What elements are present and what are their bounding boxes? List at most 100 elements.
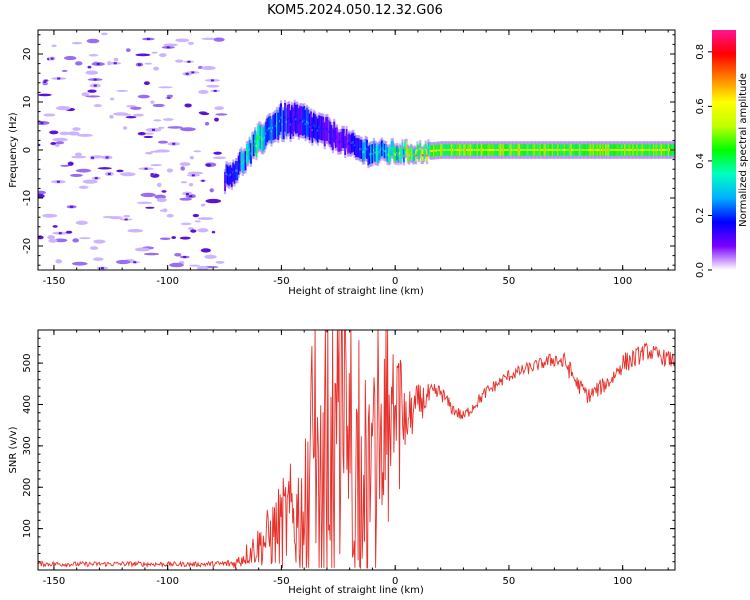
- track-core: [295, 118, 297, 121]
- track-core: [527, 149, 529, 151]
- track-core: [650, 149, 652, 151]
- noise-blob: [71, 41, 83, 45]
- track-core: [225, 172, 228, 175]
- track-core: [419, 147, 422, 150]
- colorbar-label: Normalized spectral amplitude: [738, 73, 749, 227]
- track-core: [312, 124, 315, 127]
- track-core: [229, 173, 232, 176]
- track-core: [280, 116, 282, 119]
- noise-blob: [71, 261, 88, 266]
- noise-blob: [125, 116, 137, 119]
- noise-core: [210, 79, 214, 82]
- track-core: [404, 147, 407, 150]
- track-core: [415, 154, 418, 157]
- noise-blob: [157, 140, 169, 144]
- track-core: [559, 149, 562, 151]
- noise-blob: [93, 239, 106, 244]
- noise-core: [166, 46, 170, 49]
- spectrogram-y-tick-label: 0: [22, 147, 33, 153]
- snr-y-tick-label: 400: [22, 395, 33, 414]
- noise-core: [70, 205, 74, 208]
- track-core: [615, 149, 618, 151]
- track-core: [319, 126, 322, 129]
- track-core: [600, 149, 603, 151]
- colorbar-tick-label: 0.6: [695, 98, 706, 114]
- noise-core: [44, 79, 48, 82]
- track-core: [235, 169, 237, 172]
- noise-blob: [43, 113, 56, 117]
- snr-series-line: [38, 330, 675, 570]
- spectrogram-x-tick-label: 50: [503, 276, 516, 287]
- track-core: [372, 149, 375, 152]
- spectrogram-x-tick-label: -100: [156, 276, 179, 287]
- noise-blob: [187, 227, 194, 230]
- track-core: [315, 127, 318, 130]
- track-core: [443, 149, 446, 151]
- noise-core: [145, 82, 149, 85]
- track-core: [509, 149, 512, 151]
- track-core: [417, 152, 420, 155]
- track-core: [520, 149, 523, 151]
- track-core: [300, 119, 303, 122]
- track-core: [494, 149, 497, 151]
- noise-blob: [130, 106, 142, 110]
- track-core: [570, 149, 573, 151]
- track-core: [244, 159, 247, 162]
- track-core: [311, 129, 314, 132]
- noise-blob: [205, 198, 222, 204]
- noise-blob: [180, 166, 185, 171]
- signal-track: [223, 99, 675, 195]
- track-core: [589, 149, 592, 151]
- track-core: [662, 149, 665, 151]
- track-core: [550, 149, 553, 151]
- track-core: [648, 149, 651, 151]
- track-core: [348, 142, 351, 145]
- track-core: [256, 137, 259, 140]
- track-core: [540, 149, 543, 151]
- noise-blob: [179, 236, 191, 240]
- track-core: [581, 149, 584, 151]
- noise-blob: [88, 54, 99, 57]
- noise-blob: [190, 229, 197, 233]
- track-core: [377, 153, 379, 156]
- noise-blob: [86, 38, 100, 44]
- noise-core: [58, 232, 62, 235]
- track-core: [501, 149, 504, 151]
- track-core: [368, 153, 371, 156]
- track-core: [538, 149, 540, 151]
- noise-core: [167, 96, 171, 99]
- colorbar-ticks: 0.0 0.2 0.4 0.6 0.8: [695, 44, 712, 278]
- track-core: [316, 129, 319, 132]
- track-core: [367, 154, 370, 157]
- track-core: [226, 173, 229, 176]
- track-core: [629, 149, 632, 151]
- track-core: [508, 149, 510, 151]
- noise-blob: [145, 206, 155, 209]
- noise-blob: [101, 32, 108, 36]
- track-core: [523, 149, 525, 151]
- track-core: [632, 149, 635, 151]
- noise-blob: [85, 70, 99, 75]
- noise-blob: [115, 89, 129, 92]
- track-core: [308, 125, 311, 128]
- spectrogram-x-tick-label: -50: [273, 276, 289, 287]
- track-core: [437, 149, 439, 152]
- track-core: [475, 149, 478, 151]
- track-core: [497, 149, 499, 151]
- noise-blob: [152, 103, 165, 108]
- spectrogram-x-tick-label: 0: [392, 276, 398, 287]
- track-core: [603, 149, 606, 151]
- noise-blob: [162, 118, 174, 121]
- track-core: [371, 152, 374, 155]
- noise-blob: [38, 193, 45, 199]
- track-core: [232, 171, 235, 174]
- noise-blob: [175, 59, 184, 63]
- track-core: [524, 149, 527, 151]
- track-core: [390, 147, 393, 150]
- noise-blob: [70, 173, 83, 178]
- track-core: [323, 133, 326, 136]
- track-core: [551, 149, 554, 151]
- track-core: [479, 149, 482, 151]
- noise-blob: [49, 130, 59, 135]
